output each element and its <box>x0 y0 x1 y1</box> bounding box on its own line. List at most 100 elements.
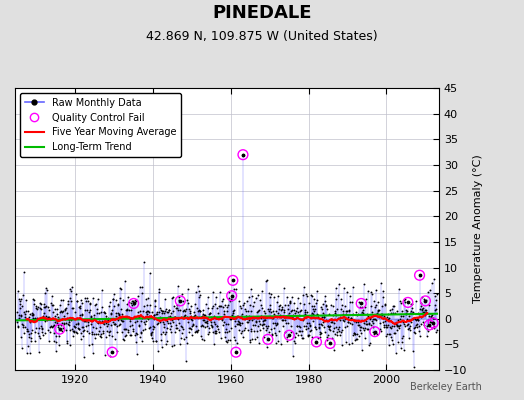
Point <box>411 317 420 323</box>
Point <box>139 326 147 333</box>
Point <box>228 297 236 303</box>
Point <box>250 314 259 321</box>
Point <box>231 337 239 343</box>
Point <box>145 313 153 319</box>
Point <box>168 316 176 323</box>
Point <box>222 329 231 336</box>
Point <box>328 319 336 325</box>
Point <box>143 302 151 308</box>
Point <box>26 350 34 356</box>
Point <box>389 329 398 336</box>
Text: Berkeley Earth: Berkeley Earth <box>410 382 482 392</box>
Point <box>339 317 347 324</box>
Point <box>148 335 156 342</box>
Point <box>216 315 225 322</box>
Point <box>190 314 199 320</box>
Point <box>61 306 70 313</box>
Point <box>379 294 387 300</box>
Point <box>185 325 194 331</box>
Point <box>140 321 149 327</box>
Point <box>154 314 162 321</box>
Point <box>113 300 122 307</box>
Point <box>134 313 143 320</box>
Point <box>59 308 67 315</box>
Point <box>194 308 202 314</box>
Point <box>271 322 280 328</box>
Point <box>299 334 308 341</box>
Point <box>174 294 183 300</box>
Point <box>258 288 266 294</box>
Point <box>363 321 371 328</box>
Point <box>227 292 236 299</box>
Point <box>192 329 201 335</box>
Point <box>325 310 334 317</box>
Point <box>168 295 177 302</box>
Point <box>225 328 233 334</box>
Point <box>349 310 357 317</box>
Point <box>366 340 374 346</box>
Point <box>259 321 268 327</box>
Point <box>116 317 125 323</box>
Point <box>282 338 291 344</box>
Point <box>171 314 179 320</box>
Point <box>291 330 300 336</box>
Point <box>120 314 128 320</box>
Point <box>359 310 367 317</box>
Point <box>37 306 45 312</box>
Point <box>141 314 149 320</box>
Point <box>178 324 187 331</box>
Point <box>319 312 328 318</box>
Point <box>361 304 369 310</box>
Point <box>410 324 419 331</box>
Point <box>121 332 129 339</box>
Point <box>394 338 402 345</box>
Point <box>211 328 219 334</box>
Point <box>288 314 297 320</box>
Point <box>78 324 86 330</box>
Point <box>319 309 327 316</box>
Point <box>72 298 81 304</box>
Point <box>379 288 387 294</box>
Point <box>51 306 59 312</box>
Point <box>419 309 427 315</box>
Point <box>312 339 321 345</box>
Point <box>286 299 294 306</box>
Point <box>336 317 344 324</box>
Point <box>286 300 294 306</box>
Point <box>220 311 228 317</box>
Point <box>291 340 300 346</box>
Point <box>407 319 416 325</box>
Point <box>276 313 285 320</box>
Point <box>117 286 126 292</box>
Point <box>347 316 356 322</box>
Point <box>232 349 240 355</box>
Point <box>129 300 138 307</box>
Point <box>83 297 92 304</box>
Point <box>34 303 42 310</box>
Point <box>418 294 426 300</box>
Point <box>101 313 110 320</box>
Point <box>57 322 66 328</box>
Point <box>239 152 247 158</box>
Point <box>285 312 293 318</box>
Point <box>307 312 315 318</box>
Point <box>315 323 323 330</box>
Point <box>47 322 55 329</box>
Point <box>217 302 225 309</box>
Point <box>61 306 69 312</box>
Point <box>403 299 412 306</box>
Point <box>92 331 101 338</box>
Point <box>79 327 88 334</box>
Point <box>98 318 106 324</box>
Point <box>328 335 336 342</box>
Point <box>132 330 140 336</box>
Point <box>295 323 303 330</box>
Point <box>297 307 305 314</box>
Point <box>144 307 152 314</box>
Point <box>257 304 266 311</box>
Point <box>25 334 33 340</box>
Point <box>319 319 327 326</box>
Point <box>345 308 353 314</box>
Point <box>392 307 401 314</box>
Point <box>429 315 437 322</box>
